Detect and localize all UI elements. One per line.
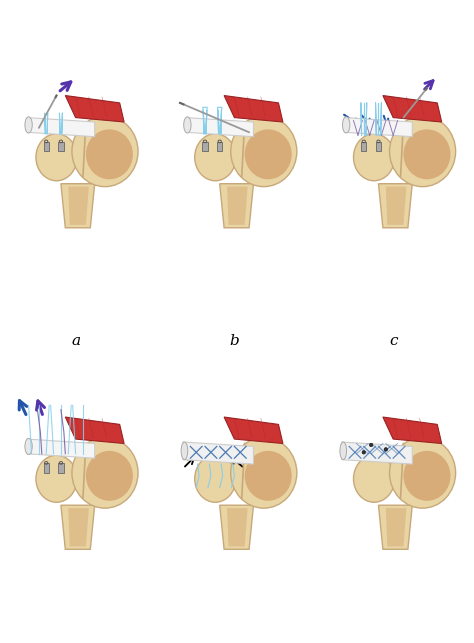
Polygon shape (224, 96, 283, 122)
Polygon shape (61, 505, 95, 549)
Ellipse shape (25, 439, 32, 455)
Polygon shape (68, 186, 89, 225)
Ellipse shape (354, 455, 395, 502)
Polygon shape (27, 118, 95, 137)
Ellipse shape (72, 116, 138, 186)
Ellipse shape (181, 442, 188, 460)
Polygon shape (68, 508, 89, 547)
Ellipse shape (195, 134, 236, 181)
Polygon shape (224, 417, 283, 444)
Polygon shape (227, 508, 247, 547)
Ellipse shape (195, 455, 236, 502)
Polygon shape (61, 184, 95, 228)
Polygon shape (383, 96, 442, 122)
Polygon shape (378, 184, 412, 228)
Ellipse shape (25, 117, 32, 133)
Ellipse shape (245, 451, 292, 501)
Bar (202, 142, 208, 151)
Polygon shape (186, 118, 254, 137)
Ellipse shape (36, 455, 77, 502)
Polygon shape (386, 186, 406, 225)
Polygon shape (65, 96, 124, 122)
Circle shape (384, 448, 388, 451)
Polygon shape (386, 508, 406, 547)
Ellipse shape (184, 117, 191, 133)
Ellipse shape (340, 442, 346, 460)
Bar (58, 464, 64, 473)
Polygon shape (345, 118, 412, 137)
Polygon shape (183, 442, 254, 464)
Text: b: b (229, 334, 239, 349)
Ellipse shape (231, 116, 297, 186)
Ellipse shape (403, 129, 450, 179)
Bar (361, 142, 366, 151)
Bar (58, 142, 64, 151)
Bar (44, 142, 49, 151)
Bar (44, 464, 49, 473)
Ellipse shape (403, 451, 450, 501)
Circle shape (369, 443, 373, 447)
Polygon shape (65, 417, 124, 444)
Polygon shape (27, 439, 95, 458)
Ellipse shape (390, 438, 456, 508)
Ellipse shape (72, 438, 138, 508)
Text: a: a (71, 334, 80, 349)
Polygon shape (383, 417, 442, 444)
Polygon shape (378, 505, 412, 549)
Text: c: c (389, 334, 397, 349)
Polygon shape (219, 184, 254, 228)
Bar (217, 142, 222, 151)
Ellipse shape (390, 116, 456, 186)
Ellipse shape (354, 134, 395, 181)
Ellipse shape (86, 129, 133, 179)
Ellipse shape (231, 438, 297, 508)
Ellipse shape (343, 117, 350, 133)
Ellipse shape (245, 129, 292, 179)
Circle shape (362, 451, 365, 454)
Bar (376, 142, 381, 151)
Ellipse shape (36, 134, 77, 181)
Ellipse shape (86, 451, 133, 501)
Polygon shape (227, 186, 247, 225)
Polygon shape (342, 442, 412, 464)
Polygon shape (219, 505, 254, 549)
